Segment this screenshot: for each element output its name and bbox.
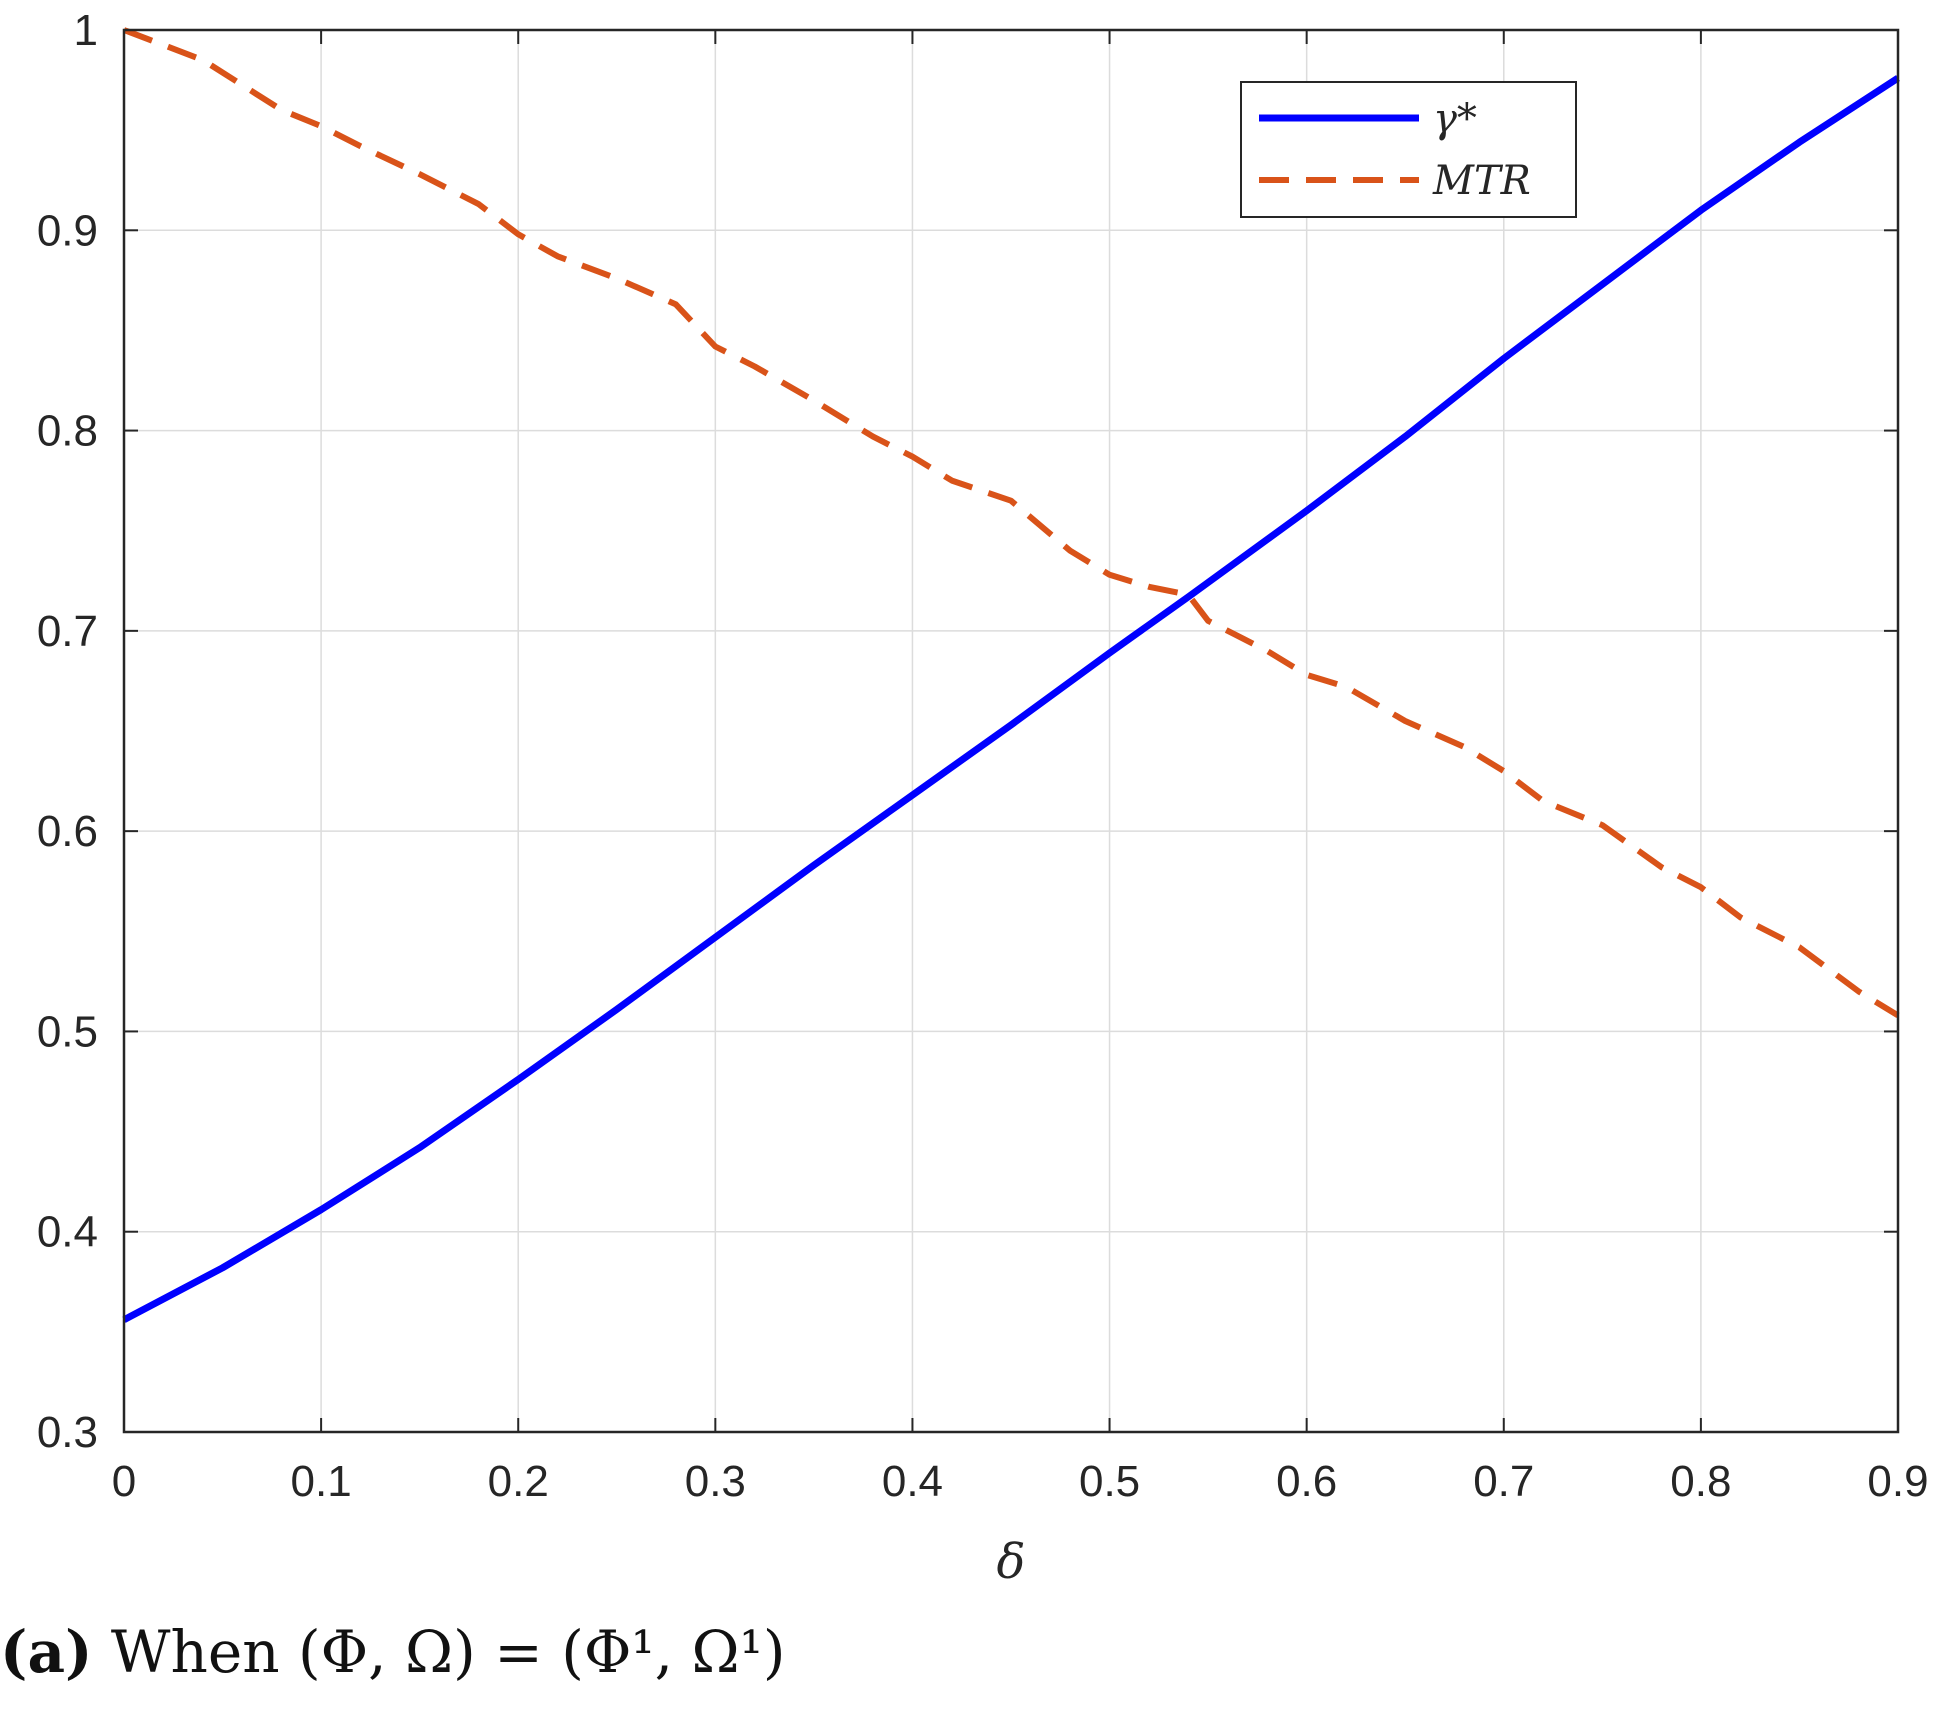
- legend-label: γ*: [1433, 96, 1477, 142]
- series-lines: [122, 27, 1900, 1323]
- y-tick-label: 0.9: [37, 206, 98, 255]
- legend-label: MTR: [1432, 158, 1531, 204]
- y-tick-label: 1: [74, 6, 98, 55]
- x-tick-label: 0.1: [291, 1457, 352, 1506]
- legend: γ* MTR: [1240, 81, 1577, 218]
- figure-caption: (a) When (Φ, Ω) = (Φ¹, Ω¹): [0, 1618, 786, 1686]
- series-line-: [122, 75, 1900, 1323]
- x-tick-label: 0.5: [1079, 1457, 1140, 1506]
- x-tick-label: 0: [112, 1457, 136, 1506]
- x-tick-label: 0.9: [1867, 1457, 1928, 1506]
- x-tick-label: 0.6: [1276, 1457, 1337, 1506]
- y-tick-label: 0.8: [37, 407, 98, 456]
- caption-text: When (Φ, Ω) = (Φ¹, Ω¹): [92, 1618, 786, 1686]
- line-chart: 0 0.1 0.2 0.3 0.4 0.5 0.6 0.7 0.8 0.9 0.30.40.50.…: [37, 6, 1929, 1590]
- axis-ticks: [123, 29, 1899, 1433]
- plot-area-frame: [122, 28, 1900, 1434]
- x-axis-label: δ: [997, 1534, 1026, 1590]
- x-tick-label: 0.2: [488, 1457, 549, 1506]
- y-tick-labels: 0.3 0.4 0.5 0.6 0.7 0.8 0.9 1: [37, 6, 98, 1457]
- y-tick-label: 0.3: [37, 1408, 98, 1457]
- y-tick-label: 0.4: [37, 1208, 98, 1257]
- series-line-mtr: [122, 27, 1900, 1018]
- grid-lines: [123, 29, 1899, 1433]
- legend-box: [1240, 81, 1577, 218]
- y-tick-label: 0.7: [37, 607, 98, 656]
- x-tick-labels: 0 0.1 0.2 0.3 0.4 0.5 0.6 0.7 0.8 0.9: [112, 1457, 1929, 1506]
- x-tick-label: 0.4: [882, 1457, 943, 1506]
- x-tick-label: 0.8: [1670, 1457, 1731, 1506]
- y-tick-label: 0.6: [37, 807, 98, 856]
- x-tick-label: 0.3: [685, 1457, 746, 1506]
- y-tick-label: 0.5: [37, 1007, 98, 1056]
- x-tick-label: 0.7: [1473, 1457, 1534, 1506]
- caption-tag: (a): [0, 1618, 93, 1686]
